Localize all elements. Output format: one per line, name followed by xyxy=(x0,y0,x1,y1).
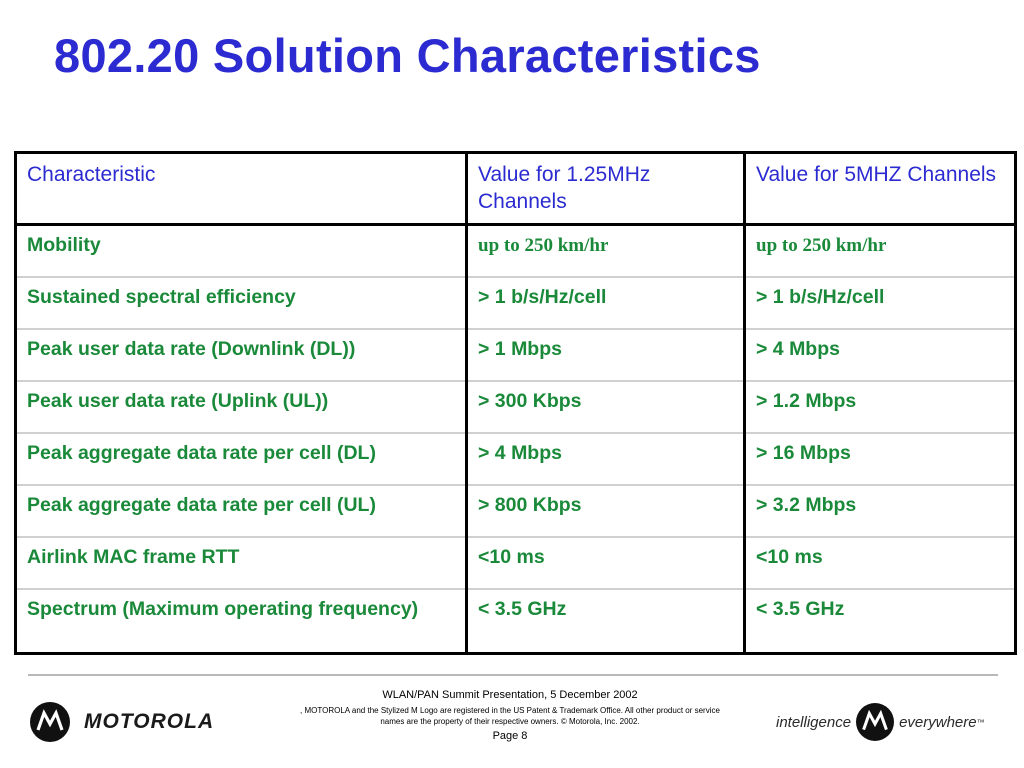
row-value-1-25mhz: > 4 Mbps xyxy=(466,433,746,486)
row-value-1-25mhz: > 1 b/s/Hz/cell xyxy=(466,277,746,330)
header-value-5mhz: Value for 5MHZ Channels xyxy=(744,152,1016,226)
table-row: Peak aggregate data rate per cell (DL) >… xyxy=(15,433,1016,486)
row-value-5mhz: <10 ms xyxy=(744,537,1016,590)
motorola-m-logo-icon xyxy=(30,702,70,742)
row-value-5mhz: > 1.2 Mbps xyxy=(744,381,1016,434)
table-row: Peak user data rate (Downlink (DL)) > 1 … xyxy=(15,329,1016,382)
presentation-caption: WLAN/PAN Summit Presentation, 5 December… xyxy=(382,689,638,701)
table-row: Sustained spectral efficiency > 1 b/s/Hz… xyxy=(15,277,1016,330)
row-characteristic: Mobility xyxy=(15,224,468,278)
row-characteristic: Peak user data rate (Downlink (DL)) xyxy=(15,329,468,382)
tagline-intelligence: intelligence xyxy=(776,713,852,731)
trademark-symbol: ™ xyxy=(976,717,985,727)
row-value-1-25mhz: <10 ms xyxy=(466,537,746,590)
slide-title: 802.20 Solution Characteristics xyxy=(54,29,761,82)
row-characteristic: Airlink MAC frame RTT xyxy=(15,537,468,590)
table-row: Mobility up to 250 km/hr up to 250 km/hr xyxy=(15,224,1016,278)
header-value-1-25mhz: Value for 1.25MHz Channels xyxy=(466,152,746,226)
row-value-1-25mhz: < 3.5 GHz xyxy=(466,589,746,654)
intelligence-everywhere-tagline: intelligence everywhere ™ xyxy=(776,703,985,741)
table-row: Peak user data rate (Uplink (UL)) > 300 … xyxy=(15,381,1016,434)
legal-notice: , MOTOROLA and the Stylized M Logo are r… xyxy=(300,706,720,726)
tagline-everywhere: everywhere xyxy=(899,713,977,731)
row-value-1-25mhz: > 800 Kbps xyxy=(466,485,746,538)
row-value-5mhz: up to 250 km/hr xyxy=(744,224,1016,278)
row-characteristic: Peak aggregate data rate per cell (DL) xyxy=(15,433,468,486)
footer-divider xyxy=(28,674,998,676)
motorola-wordmark: MOTOROLA xyxy=(84,710,215,733)
row-characteristic: Sustained spectral efficiency xyxy=(15,277,468,330)
footer-info: WLAN/PAN Summit Presentation, 5 December… xyxy=(300,688,720,743)
page-number: Page 8 xyxy=(492,730,528,742)
row-characteristic: Spectrum (Maximum operating frequency) xyxy=(15,589,468,654)
row-value-1-25mhz: > 1 Mbps xyxy=(466,329,746,382)
motorola-logo: MOTOROLA xyxy=(30,702,214,742)
row-value-5mhz: > 1 b/s/Hz/cell xyxy=(744,277,1016,330)
row-value-1-25mhz: up to 250 km/hr xyxy=(466,224,746,278)
row-value-5mhz: > 16 Mbps xyxy=(744,433,1016,486)
table-row: Airlink MAC frame RTT <10 ms <10 ms xyxy=(15,537,1016,590)
table-row: Spectrum (Maximum operating frequency) <… xyxy=(15,589,1016,654)
row-value-1-25mhz: > 300 Kbps xyxy=(466,381,746,434)
row-value-5mhz: > 4 Mbps xyxy=(744,329,1016,382)
motorola-m-logo-icon xyxy=(856,703,895,741)
row-value-5mhz: > 3.2 Mbps xyxy=(744,485,1016,538)
characteristics-table: Characteristic Value for 1.25MHz Channel… xyxy=(14,151,1017,655)
row-characteristic: Peak user data rate (Uplink (UL)) xyxy=(15,381,468,434)
row-value-5mhz: < 3.5 GHz xyxy=(756,598,845,620)
table-row: Peak aggregate data rate per cell (UL) >… xyxy=(15,485,1016,538)
table-header-row: Characteristic Value for 1.25MHz Channel… xyxy=(15,152,1016,226)
header-characteristic: Characteristic xyxy=(15,152,468,226)
row-characteristic: Peak aggregate data rate per cell (UL) xyxy=(15,485,468,538)
